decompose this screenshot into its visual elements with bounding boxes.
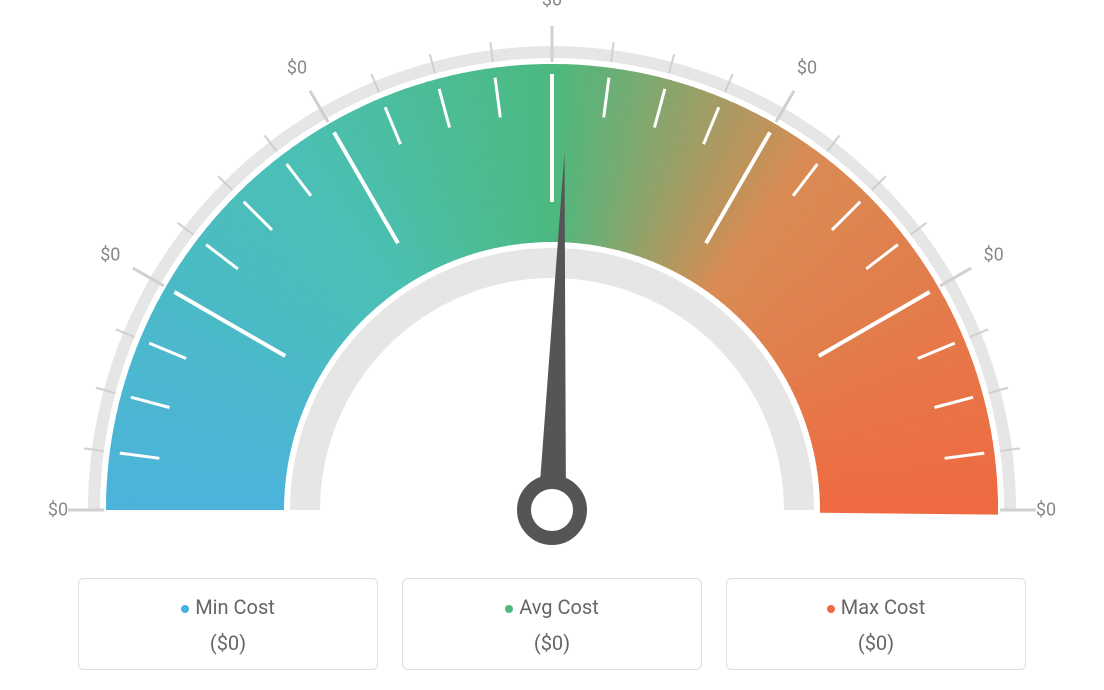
gauge-scale-label: $0 bbox=[287, 58, 307, 79]
legend-label-min: Min Cost bbox=[195, 595, 275, 619]
legend-title-max: Max Cost bbox=[727, 595, 1025, 619]
legend-value-max: ($0) bbox=[727, 631, 1025, 655]
gauge-scale-label: $0 bbox=[542, 0, 562, 11]
gauge-scale-label: $0 bbox=[797, 58, 817, 79]
gauge-scale-label: $0 bbox=[48, 500, 68, 521]
legend-row: Min Cost ($0) Avg Cost ($0) Max Cost ($0… bbox=[78, 578, 1026, 670]
legend-value-min: ($0) bbox=[79, 631, 377, 655]
legend-card-min: Min Cost ($0) bbox=[78, 578, 378, 670]
legend-label-max: Max Cost bbox=[841, 595, 926, 619]
gauge-chart bbox=[0, 0, 1104, 560]
gauge-scale-label: $0 bbox=[1036, 500, 1056, 521]
legend-dot-max bbox=[827, 605, 835, 613]
legend-title-avg: Avg Cost bbox=[403, 595, 701, 619]
legend-title-min: Min Cost bbox=[79, 595, 377, 619]
cost-gauge-widget: $0 $0 $0 $0 $0 $0 $0 Min Cost ($0) Avg Cost ($… bbox=[0, 0, 1104, 690]
gauge-scale-label: $0 bbox=[100, 245, 120, 266]
legend-dot-min bbox=[181, 605, 189, 613]
legend-card-avg: Avg Cost ($0) bbox=[402, 578, 702, 670]
legend-value-avg: ($0) bbox=[403, 631, 701, 655]
gauge-scale-label: $0 bbox=[984, 245, 1004, 266]
legend-label-avg: Avg Cost bbox=[519, 595, 599, 619]
legend-dot-avg bbox=[505, 605, 513, 613]
legend-card-max: Max Cost ($0) bbox=[726, 578, 1026, 670]
